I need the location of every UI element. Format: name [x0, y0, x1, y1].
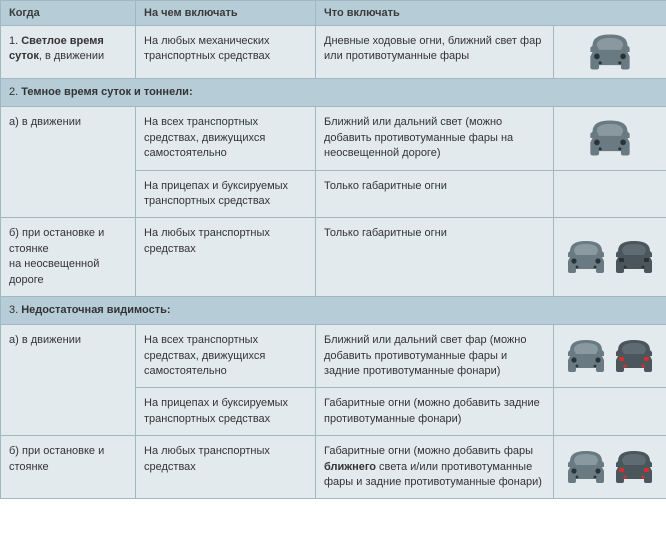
- cell-icon: .hl{fill:#2b3236}.fl{fill:#2b3236}: [554, 26, 666, 79]
- cell-when: б) при остановке и стоянке на неосвещенн…: [1, 218, 136, 297]
- cell-on: На всех транспортных средствах, движущих…: [136, 325, 316, 388]
- cell-when: 1. Светлое время суток, в движении: [1, 26, 136, 79]
- header-row: Когда На чем включать Что включать: [1, 1, 666, 26]
- cell-on: На прицепах и буксируемых транспортных с…: [136, 388, 316, 436]
- cell-on: На любых транспортных средствах: [136, 218, 316, 297]
- row-2b: б) при остановке и стоянке на неосвещенн…: [1, 218, 666, 297]
- section-title: 2. Темное время суток и тоннели:: [1, 79, 666, 107]
- cell-on: На любых транспортных средствах: [136, 436, 316, 499]
- row-3b: б) при остановке и стоянке На любых тран…: [1, 436, 666, 499]
- cell-when: а) в движении: [1, 325, 136, 436]
- cell-what: Ближний или дальний свет (можно добавить…: [316, 107, 554, 170]
- car-front-icon: [564, 447, 608, 487]
- cell-on: На прицепах и буксируемых транспортных с…: [136, 170, 316, 218]
- car-rear-icon: [612, 336, 656, 376]
- cell-on: На любых механических транспортных средс…: [136, 26, 316, 79]
- cell-on: На всех транспортных средствах, движущих…: [136, 107, 316, 170]
- cell-what: Габаритные огни (можно добавить фары бли…: [316, 436, 554, 499]
- car-rear-icon: [612, 447, 656, 487]
- cell-icon: [554, 170, 666, 218]
- car-front-icon: [564, 336, 608, 376]
- cell-what: Только габаритные огни: [316, 218, 554, 297]
- cell-what: Габаритные огни (можно добавить задние п…: [316, 388, 554, 436]
- cell-when: а) в движении: [1, 107, 136, 218]
- cell-icon: [554, 388, 666, 436]
- cell-icon: .tl{fill:#2b3236}.rfl{fill:#2b3236}: [554, 218, 666, 297]
- cell-what: Только габаритные огни: [316, 170, 554, 218]
- cell-icon: [554, 436, 666, 499]
- row-2a-self: а) в движении На всех транспортных средс…: [1, 107, 666, 170]
- car-front-icon: .hl{fill:#2b3236}.fl{fill:#2b3236}: [586, 30, 634, 74]
- car-front-icon: [586, 116, 634, 160]
- cell-when: б) при остановке и стоянке: [1, 436, 136, 499]
- cell-what: Ближний или дальний свет фар (можно доба…: [316, 325, 554, 388]
- car-front-icon: [564, 237, 608, 277]
- car-rear-icon: .tl{fill:#2b3236}.rfl{fill:#2b3236}: [612, 237, 656, 277]
- cell-what: Дневные ходовые огни, ближний свет фар и…: [316, 26, 554, 79]
- lights-table: Когда На чем включать Что включать 1. Св…: [0, 0, 666, 499]
- cell-icon: [554, 325, 666, 388]
- row-3a-self: а) в движении На всех транспортных средс…: [1, 325, 666, 388]
- col-header-what: Что включать: [316, 1, 666, 26]
- section-3-header: 3. Недостаточная видимость:: [1, 296, 666, 324]
- section-title: 3. Недостаточная видимость:: [1, 296, 666, 324]
- col-header-when: Когда: [1, 1, 136, 26]
- cell-icon: [554, 107, 666, 170]
- col-header-on: На чем включать: [136, 1, 316, 26]
- row-daylight: 1. Светлое время суток, в движении На лю…: [1, 26, 666, 79]
- section-2-header: 2. Темное время суток и тоннели:: [1, 79, 666, 107]
